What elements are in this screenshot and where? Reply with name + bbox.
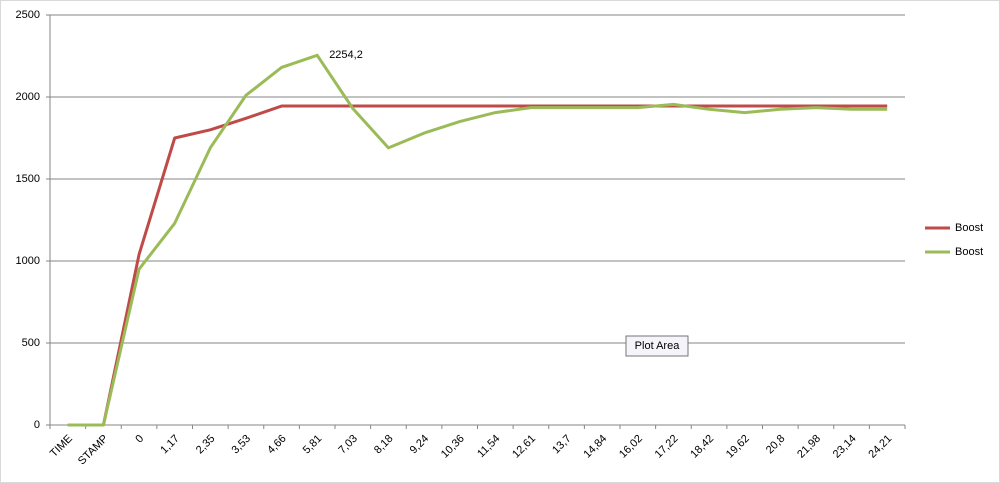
tooltip-text: Plot Area — [635, 340, 681, 352]
y-tick-label: 1000 — [16, 255, 40, 267]
y-tick-label: 1500 — [16, 173, 40, 185]
data-label: 2254,2 — [329, 49, 363, 61]
tooltip-box — [625, 335, 689, 357]
series-line — [67, 53, 888, 427]
y-tick-label: 2000 — [16, 91, 40, 103]
y-tick-label: 500 — [22, 337, 40, 349]
tooltip: Plot Area — [625, 335, 689, 357]
legend-label: Boost — [955, 246, 983, 258]
y-tick-label: 0 — [34, 419, 40, 431]
legend-label: Boost — [955, 222, 983, 234]
series-line — [67, 104, 888, 427]
y-tick-label: 2500 — [16, 9, 40, 21]
